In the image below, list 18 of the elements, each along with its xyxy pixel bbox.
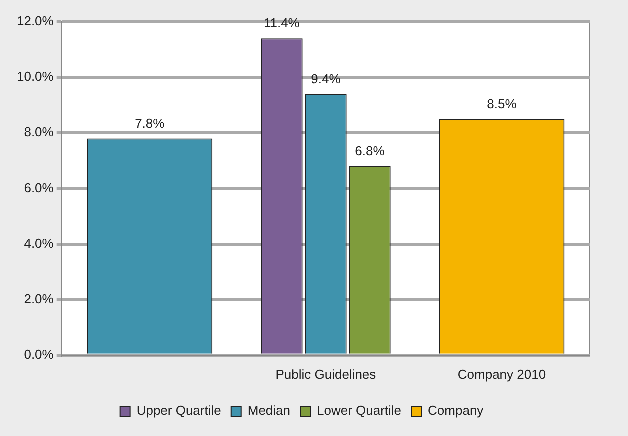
data-label: 6.8% [355,144,386,159]
data-label: 8.5% [487,96,518,112]
legend-label: Median [248,403,291,418]
y-tick-label: 12.0% [16,14,54,29]
y-tick-label: 6.0% [24,180,54,196]
data-label: 9.4% [311,71,342,86]
legend-label: Lower Quartile [317,403,402,418]
data-label: 11.4% [264,16,300,31]
y-tick-label: 2.0% [24,291,54,306]
y-tick-label: 8.0% [24,124,54,140]
legend-label: Upper Quartile [136,403,222,418]
y-tick-label: 10.0% [16,69,54,84]
y-tick-label: 4.0% [24,236,54,251]
x-tick-label: Public Guidelines [276,366,377,382]
y-tick-label: 0.0% [24,346,54,362]
x-tick-label: Company 2010 [458,366,546,382]
data-label: 7.8% [135,116,166,131]
legend-label: Company [428,403,484,418]
